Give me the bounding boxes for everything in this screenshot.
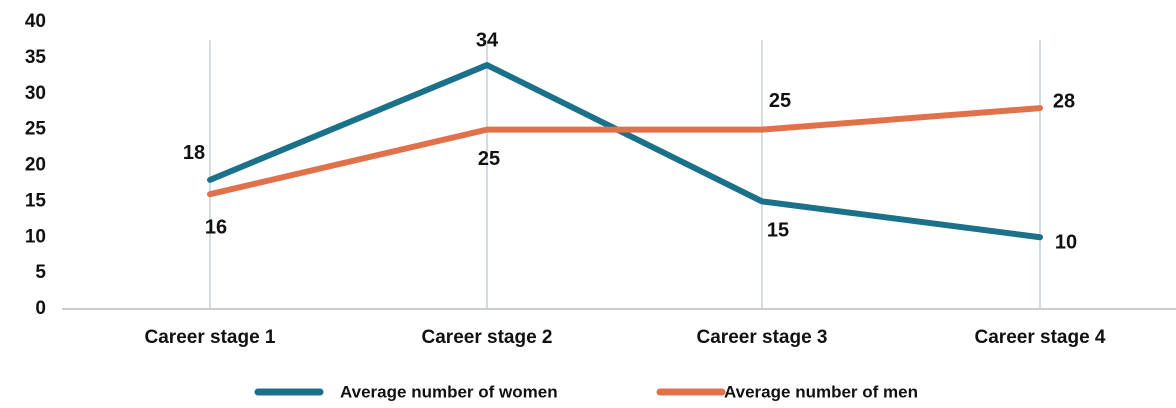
- legend-label: Average number of women: [340, 382, 558, 401]
- y-tick-label: 10: [25, 226, 46, 247]
- data-label: 25: [769, 90, 791, 112]
- y-tick-label: 0: [35, 298, 46, 319]
- data-label: 25: [478, 148, 500, 170]
- data-label: 15: [767, 220, 789, 242]
- data-label: 16: [205, 216, 227, 238]
- data-label: 34: [476, 29, 499, 51]
- y-tick-label: 40: [25, 11, 46, 32]
- y-tick-label: 20: [25, 155, 46, 176]
- x-tick-label: Career stage 1: [145, 327, 276, 348]
- x-tick-label: Career stage 3: [697, 327, 828, 348]
- x-tick-label: Career stage 2: [422, 327, 553, 348]
- x-tick-label: Career stage 4: [975, 327, 1106, 348]
- y-tick-label: 5: [35, 262, 46, 283]
- y-tick-label: 35: [25, 47, 47, 68]
- series-line: [207, 105, 1043, 198]
- y-tick-label: 25: [25, 119, 47, 140]
- series-line: [207, 62, 1043, 241]
- data-label: 10: [1055, 232, 1077, 254]
- data-label: 18: [183, 142, 205, 164]
- data-label: 28: [1053, 90, 1075, 112]
- y-tick-label: 15: [25, 190, 47, 211]
- y-tick-label: 30: [25, 83, 46, 104]
- legend-label: Average number of men: [724, 382, 918, 401]
